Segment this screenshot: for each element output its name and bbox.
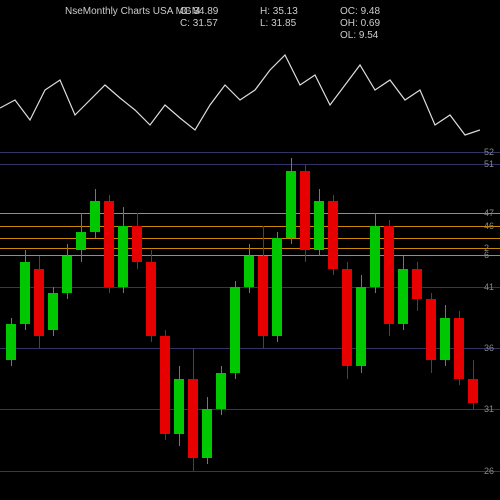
candle-body xyxy=(356,287,366,367)
candle-body xyxy=(440,318,450,361)
y-axis-label: 51 xyxy=(484,159,494,169)
candle-body xyxy=(272,238,282,336)
candle-body xyxy=(146,262,156,335)
gridline xyxy=(0,287,500,288)
candle-body xyxy=(34,269,44,336)
candle-body xyxy=(188,379,198,459)
stat-l: L: 31.85 xyxy=(260,18,296,29)
candle-body xyxy=(286,171,296,238)
chart-container: NseMonthly Charts USA MGM O: 34.89 H: 35… xyxy=(0,0,500,500)
candle-body xyxy=(398,269,408,324)
indicator-polyline xyxy=(0,55,480,135)
stat-o: O: 34.89 xyxy=(180,6,218,17)
candle-body xyxy=(48,293,58,330)
candle-body xyxy=(244,256,254,287)
candle-body xyxy=(230,287,240,373)
candle-body xyxy=(314,201,324,250)
candle-body xyxy=(370,226,380,287)
candle-body xyxy=(202,409,212,458)
candle-body xyxy=(468,379,478,403)
y-axis-label: 36 xyxy=(484,343,494,353)
gridline xyxy=(0,164,500,165)
indicator-panel xyxy=(0,30,480,140)
candle-body xyxy=(118,226,128,287)
gridline xyxy=(0,152,500,153)
candle-body xyxy=(342,269,352,367)
gridline xyxy=(0,226,500,227)
gridline xyxy=(0,238,500,239)
candle-body xyxy=(412,269,422,300)
y-axis-label: 47 xyxy=(484,208,494,218)
stat-oc: OC: 9.48 xyxy=(340,6,380,17)
y-axis-label: 6 xyxy=(484,250,489,260)
candle-body xyxy=(454,318,464,379)
y-axis-label: 26 xyxy=(484,466,494,476)
candle-body xyxy=(174,379,184,434)
candle-body xyxy=(6,324,16,361)
gridline xyxy=(0,471,500,472)
y-axis-label: 41 xyxy=(484,282,494,292)
candle-body xyxy=(258,256,268,336)
candle-body xyxy=(20,262,30,323)
candle-body xyxy=(160,336,170,434)
gridline xyxy=(0,248,500,249)
candle-body xyxy=(62,256,72,293)
stat-oh: OH: 0.69 xyxy=(340,18,380,29)
y-axis-label: 46 xyxy=(484,221,494,231)
candle-body xyxy=(328,201,338,268)
candle-body xyxy=(76,232,86,250)
candle-body xyxy=(384,226,394,324)
gridline xyxy=(0,409,500,410)
candle-body xyxy=(216,373,226,410)
candle-body xyxy=(104,201,114,287)
stat-h: H: 35.13 xyxy=(260,6,298,17)
gridline xyxy=(0,348,500,349)
indicator-line xyxy=(0,30,480,140)
candle-body xyxy=(426,299,436,360)
gridline xyxy=(0,213,500,214)
y-axis-label: 52 xyxy=(484,147,494,157)
stat-c: C: 31.57 xyxy=(180,18,218,29)
candle-body xyxy=(132,226,142,263)
price-chart-area: 525147462641363126 xyxy=(0,140,480,495)
y-axis-label: 31 xyxy=(484,404,494,414)
candle-body xyxy=(90,201,100,232)
candle-body xyxy=(300,171,310,251)
